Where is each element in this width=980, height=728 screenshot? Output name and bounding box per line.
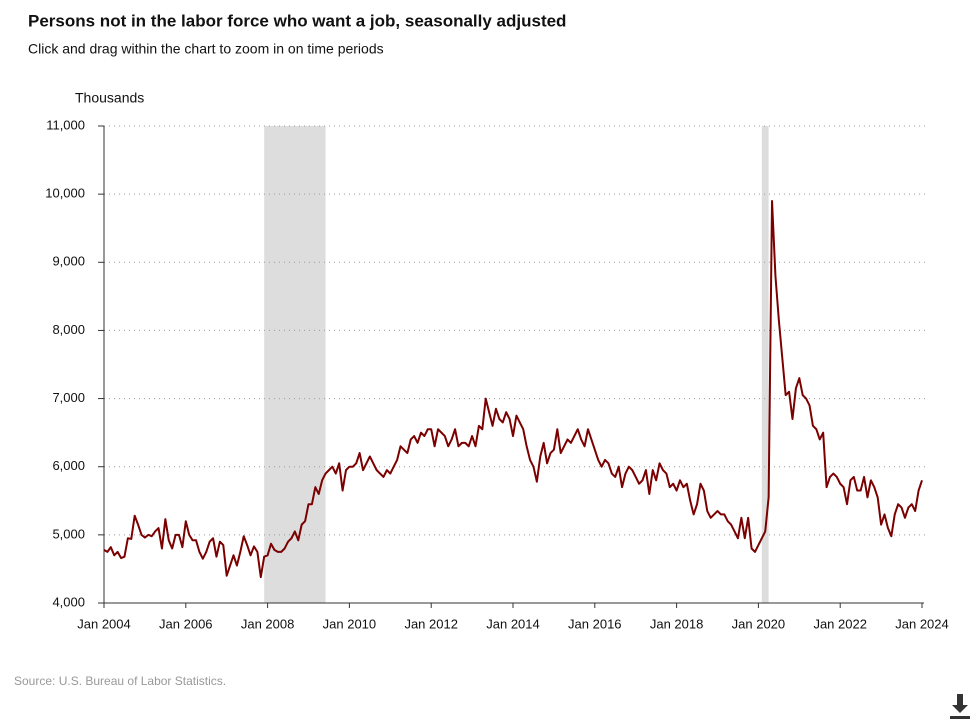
source: Source: U.S. Bureau of Labor Statistics.: [14, 674, 226, 688]
x-tick-label: Jan 2018: [650, 616, 704, 631]
download-button[interactable]: [946, 690, 976, 722]
data-line: [103, 199, 923, 579]
y-tick-label: 9,000: [52, 254, 85, 269]
y-tick-label: 6,000: [52, 458, 85, 473]
x-tick-label: Jan 2020: [732, 616, 786, 631]
recession-band: [761, 126, 769, 603]
y-tick-label: 11,000: [46, 117, 85, 132]
x-tick-label: Jan 2024: [895, 616, 949, 631]
x-tick-label: Jan 2014: [486, 616, 540, 631]
x-tick-label: Jan 2006: [159, 616, 213, 631]
x-tick-label: Jan 2016: [568, 616, 622, 631]
y-tick-label: 7,000: [52, 390, 85, 405]
x-tick-label: Jan 2004: [77, 616, 131, 631]
x-tick-label: Jan 2008: [241, 616, 295, 631]
x-tick-label: Jan 2012: [404, 616, 458, 631]
download-arrow: [952, 694, 968, 713]
x-tick-label: Jan 2010: [323, 616, 377, 631]
y-tick-label: 10,000: [45, 186, 85, 201]
chart-title: Persons not in the labor force who want …: [28, 11, 566, 30]
download-bar: [950, 716, 970, 719]
y-axis-label: Thousands: [75, 90, 144, 106]
x-tick-label: Jan 2022: [813, 616, 867, 631]
y-tick-label: 4,000: [52, 594, 85, 609]
plot-area[interactable]: 4,000 5,000 6,000 7,000 8,000 9,000 10,000 11,0…: [45, 117, 949, 631]
recession-band: [264, 126, 326, 603]
y-tick-label: 5,000: [52, 526, 85, 541]
chart-subtitle: Click and drag within the chart to zoom …: [28, 41, 384, 57]
y-tick-label: 8,000: [52, 322, 85, 337]
